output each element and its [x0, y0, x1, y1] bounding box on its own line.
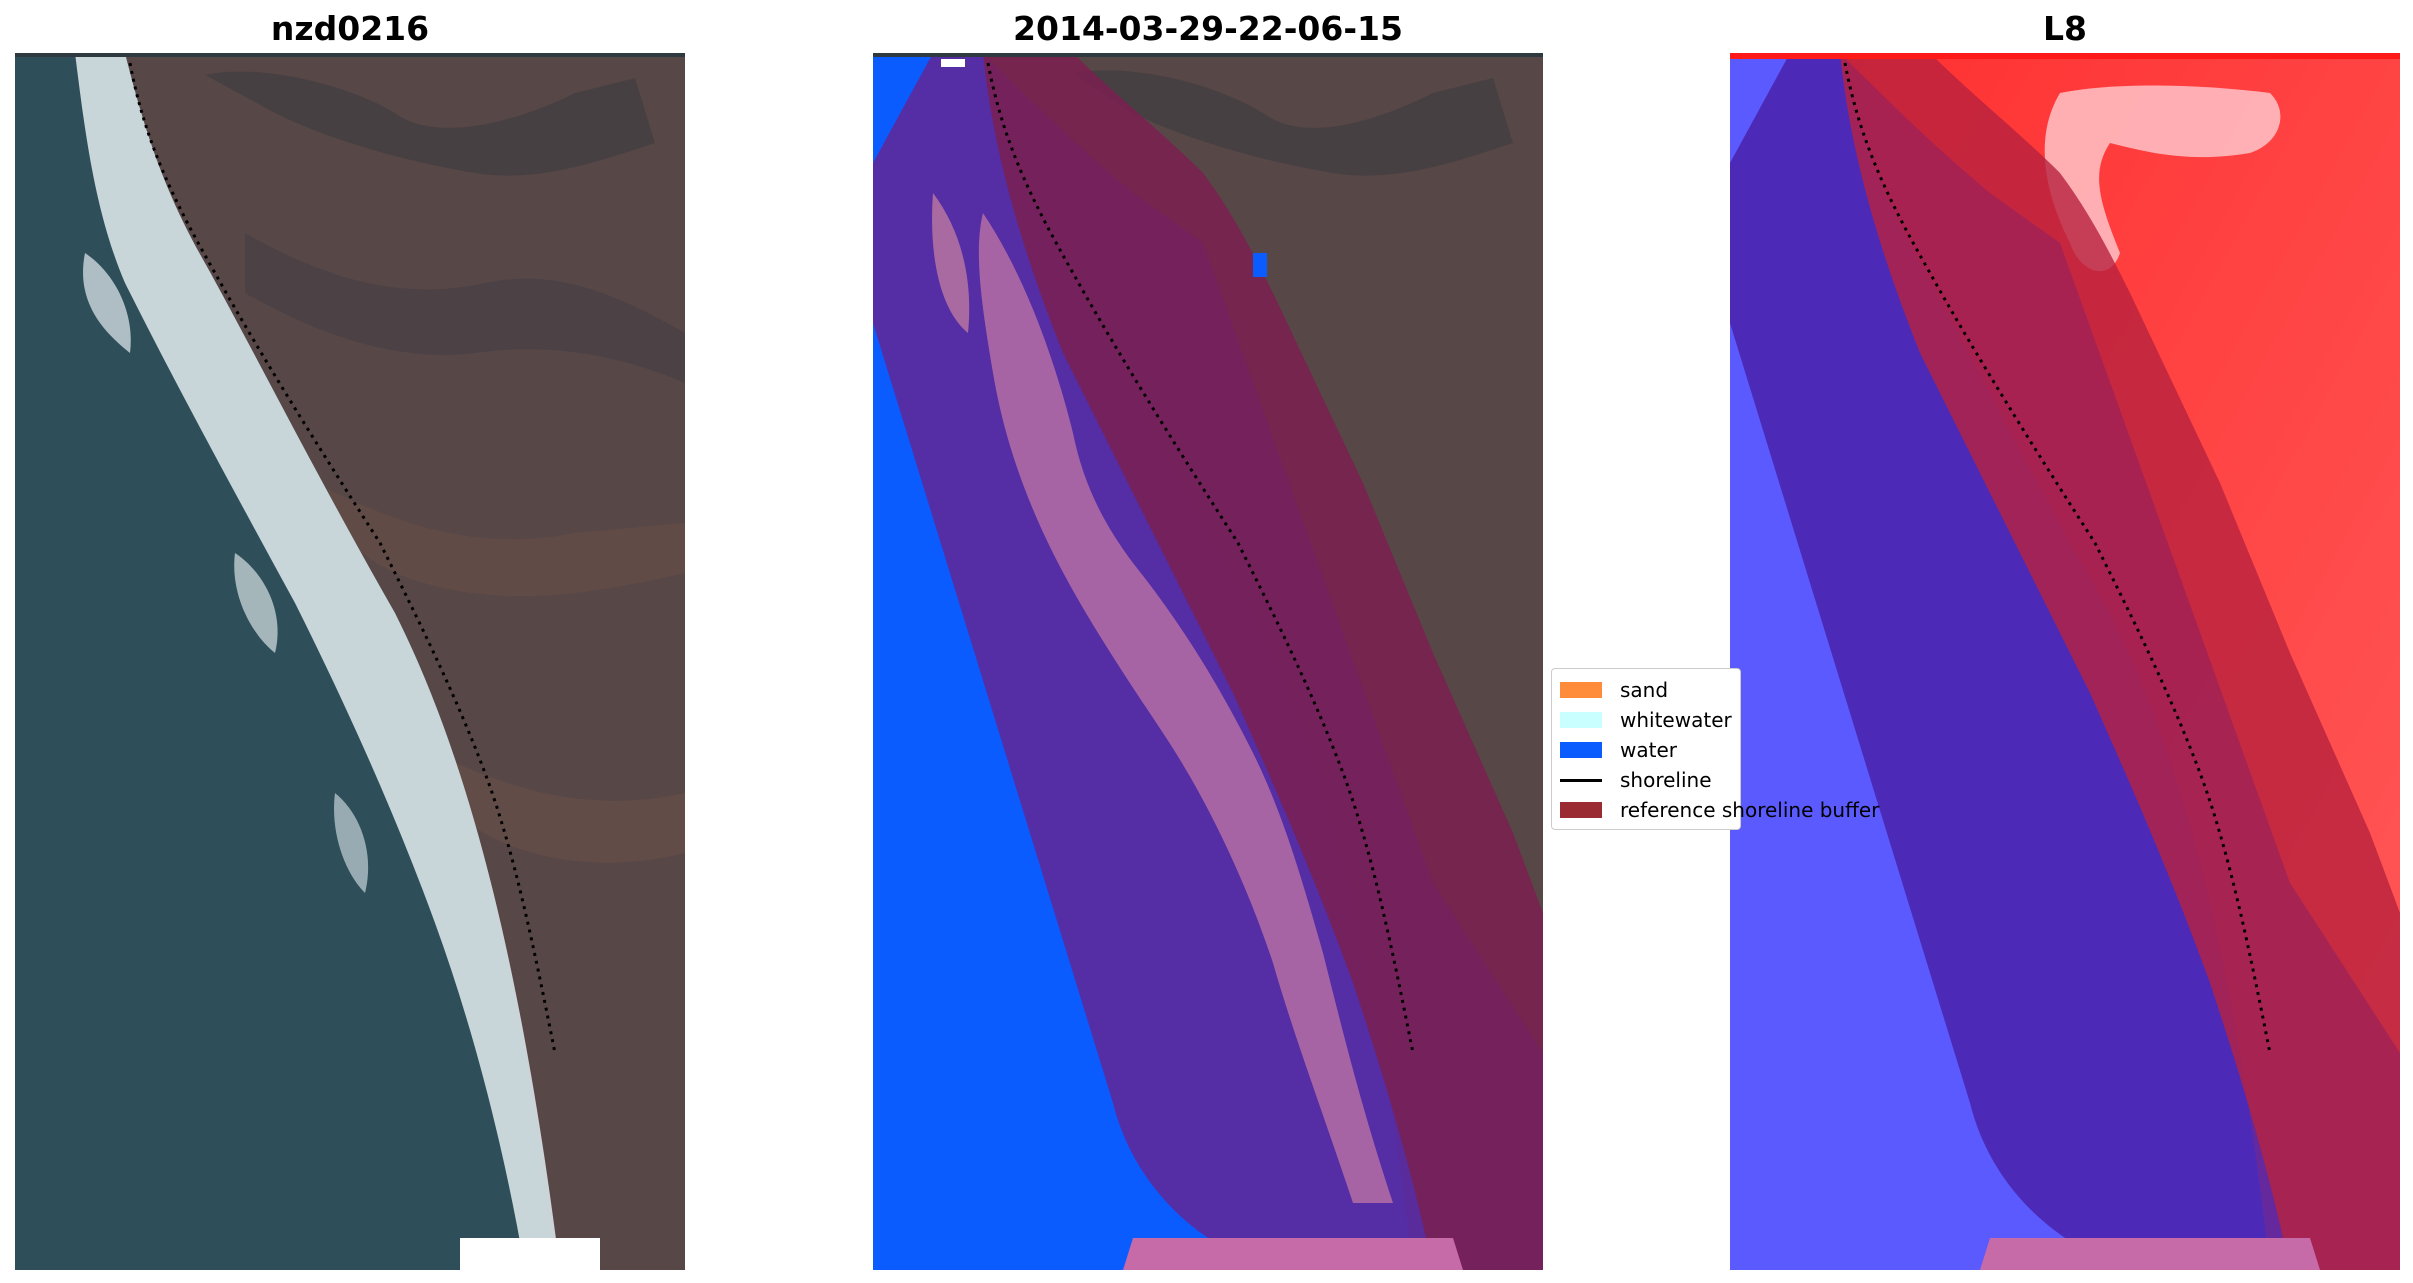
image-top-edge — [873, 53, 1543, 57]
index-image — [1730, 53, 2400, 1270]
legend-line-shoreline — [1560, 778, 1602, 782]
surf-patch — [83, 253, 131, 353]
legend-label: shoreline — [1620, 768, 1712, 792]
ocean-area — [15, 53, 555, 1270]
image-top-edge — [15, 53, 685, 57]
legend-swatch-reference-buffer — [1560, 802, 1602, 818]
surf-patch — [334, 793, 369, 893]
legend-item-sand: sand — [1560, 675, 1740, 705]
legend-label: whitewater — [1620, 708, 1732, 732]
buffer-bottom-patch — [1123, 1238, 1463, 1270]
buffer-bottom-patch — [1980, 1238, 2320, 1270]
detected-shoreline — [986, 62, 1415, 1054]
legend-label: sand — [1620, 678, 1669, 702]
dark-ridge — [205, 71, 655, 176]
brown-slope — [435, 753, 685, 863]
surf-patch — [234, 553, 278, 653]
legend-swatch-whitewater — [1560, 712, 1602, 728]
classification-legend: sand whitewater water shoreline referenc… — [1551, 668, 1879, 830]
surf-in-buffer — [978, 213, 1393, 1203]
legend-item-whitewater: whitewater — [1560, 705, 1740, 735]
legend-label: reference shoreline buffer — [1620, 798, 1880, 822]
classified-image-canvas — [873, 53, 1543, 1270]
panel-title-rgb: nzd0216 — [270, 9, 430, 48]
rgb-image-canvas — [15, 53, 685, 1270]
surf-zone — [75, 53, 560, 1270]
reference-shoreline-buffer — [983, 53, 1543, 1270]
bright-land-feature — [2044, 85, 2281, 272]
legend-swatch-water — [1560, 742, 1602, 758]
surf-in-buffer — [932, 193, 970, 333]
rgb-satellite-image — [15, 53, 685, 1270]
legend-label: water — [1620, 738, 1677, 762]
nodata-patch — [941, 59, 965, 67]
detected-shoreline — [128, 62, 557, 1054]
classified-image — [873, 53, 1543, 1270]
brown-slope — [315, 483, 685, 597]
nodata-patch — [460, 1238, 600, 1270]
legend-item-shoreline: shoreline — [1560, 765, 1740, 795]
index-image-canvas — [1730, 53, 2400, 1270]
dark-ridge — [245, 233, 685, 383]
legend-item-water: water — [1560, 735, 1740, 765]
legend-swatch-sand — [1560, 682, 1602, 698]
dark-ridge — [1073, 70, 1513, 176]
reference-shoreline-buffer — [1840, 53, 2400, 1270]
legend-item-reference-buffer: reference shoreline buffer — [1560, 795, 1879, 825]
water-class-patch — [1253, 253, 1267, 277]
detected-shoreline — [1843, 62, 2272, 1054]
panel-title-classified: 2014-03-29-22-06-15 — [1013, 9, 1403, 48]
image-top-edge — [1730, 53, 2400, 59]
panel-title-index: L8 — [2043, 9, 2087, 48]
